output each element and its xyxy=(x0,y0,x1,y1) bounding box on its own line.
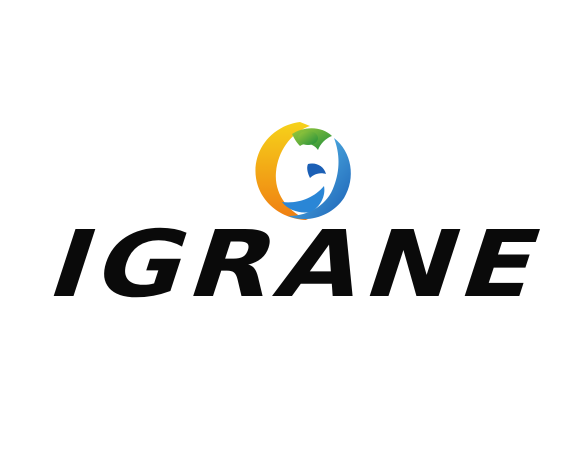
blue-swirl xyxy=(288,138,351,220)
white-figure xyxy=(297,146,306,190)
swirl-emblem-icon xyxy=(255,122,351,220)
blue-wave xyxy=(282,186,325,213)
wordmark-text: IGRANE xyxy=(37,222,560,308)
blue-head xyxy=(307,163,326,178)
wordmark: IGRANE xyxy=(37,222,560,308)
green-head xyxy=(298,131,318,145)
orange-swirl xyxy=(255,122,310,220)
